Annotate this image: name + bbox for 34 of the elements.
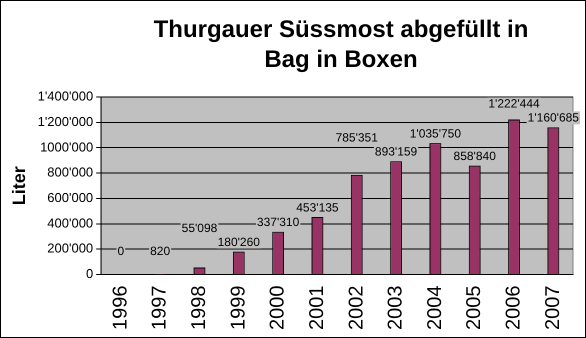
data-label: 820 <box>150 244 170 258</box>
data-label: 785'351 <box>336 130 378 145</box>
x-tick-label: 2002 <box>345 286 368 330</box>
x-tick-label: 1999 <box>227 286 250 330</box>
data-label: 337'310 <box>256 215 300 230</box>
y-tick-label: 200'000 <box>47 240 94 256</box>
x-tick-label: 1997 <box>148 286 171 330</box>
y-tick-label: 600'000 <box>47 190 94 206</box>
data-label: 1'222'444 <box>488 96 540 111</box>
data-label: 0 <box>117 244 124 258</box>
x-tick-label: 1996 <box>109 286 132 330</box>
x-tick-label: 2007 <box>542 286 564 330</box>
x-tick-label: 2005 <box>463 286 486 330</box>
y-tick-label: 0 <box>86 266 94 282</box>
data-label: 1'035'750 <box>410 126 462 140</box>
data-label: 180'260 <box>218 234 260 249</box>
y-axis-title: Liter <box>8 166 29 206</box>
x-tick-label: 1998 <box>188 286 210 330</box>
chart-title: Thurgauer Süssmost abgefüllt in Bag in Boxen <box>152 15 530 75</box>
y-tick-label: 1'200'000 <box>38 114 94 129</box>
y-tick-label: 800'000 <box>47 164 94 180</box>
data-label: 1'160'685 <box>528 110 580 125</box>
data-label: 893'159 <box>374 144 418 159</box>
x-tick-label: 2003 <box>384 286 407 330</box>
x-tick-label: 2006 <box>502 286 525 330</box>
y-tick-label: 1'400'000 <box>38 88 94 104</box>
x-tick-label: 2001 <box>306 286 328 330</box>
data-label: 55'098 <box>182 220 218 235</box>
data-label: 453'135 <box>296 200 339 214</box>
data-label: 858'840 <box>454 148 496 163</box>
x-tick-label: 2004 <box>424 286 446 330</box>
y-tick-label: 1000'000 <box>40 139 94 154</box>
x-tick-label: 2000 <box>266 286 289 330</box>
y-tick-label: 400'000 <box>47 215 94 230</box>
